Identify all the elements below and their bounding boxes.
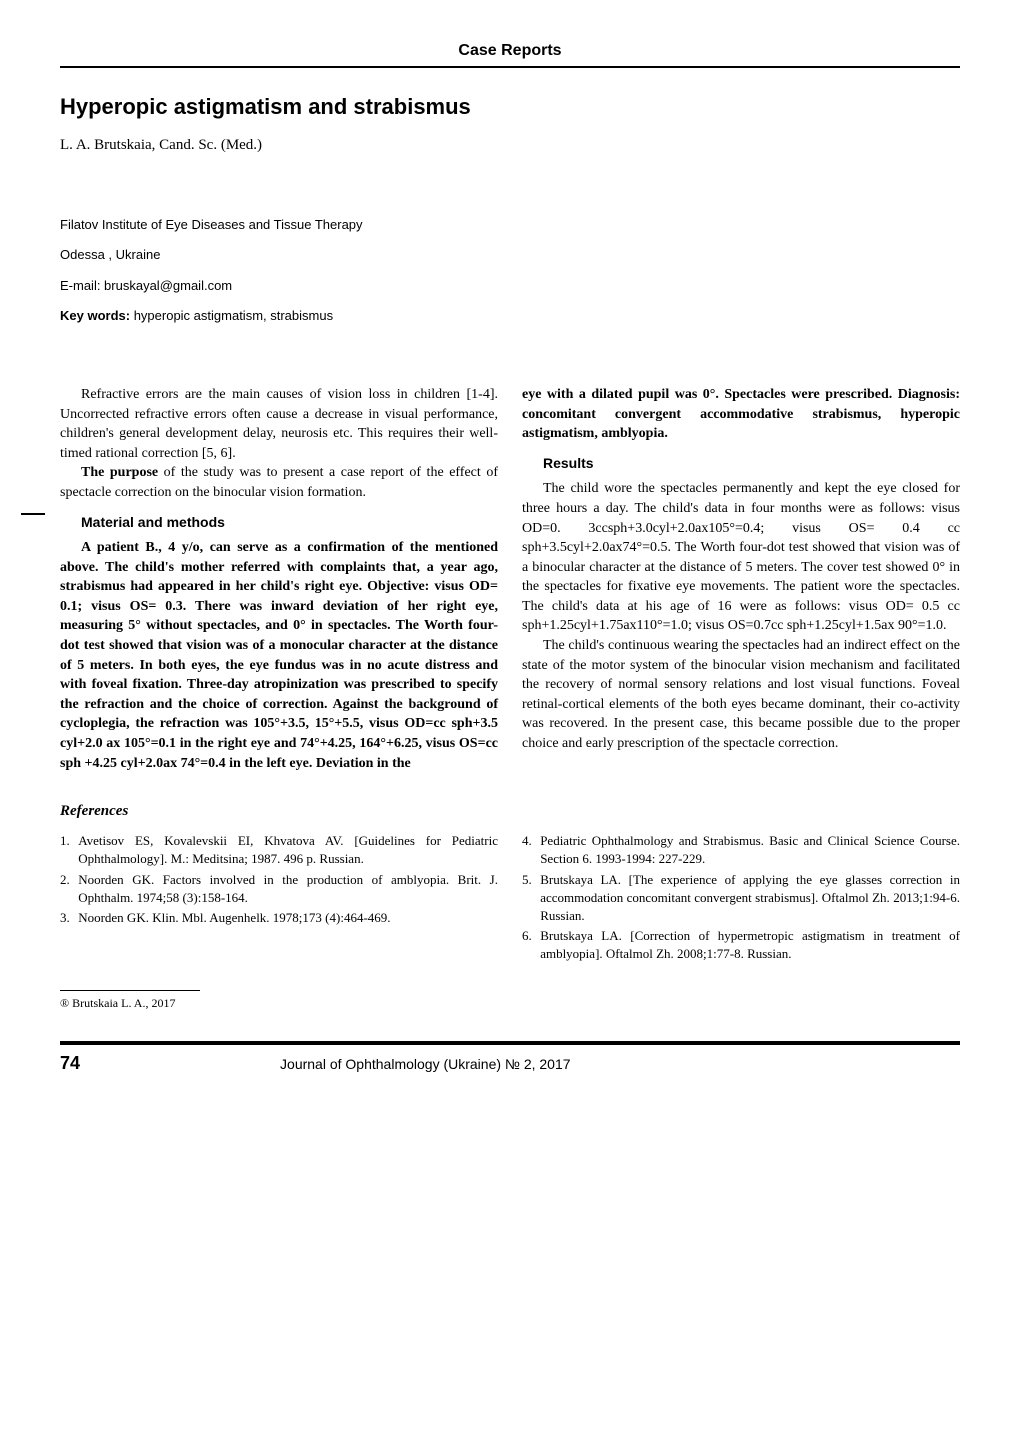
author: L. A. Brutskaia, Cand. Sc. (Med.) [60, 135, 960, 156]
references-list-left: Avetisov ES, Kovalevskii EI, Khvatova AV… [60, 832, 498, 927]
results-heading: Results [543, 454, 960, 474]
ref-item: Avetisov ES, Kovalevskii EI, Khvatova AV… [60, 832, 498, 868]
intro-p1: Refractive errors are the main causes of… [60, 385, 498, 463]
page-footer: 74 Journal of Ophthalmology (Ukraine) № … [60, 1041, 960, 1076]
keywords-text: hyperopic astigmatism, strabismus [130, 308, 333, 323]
ref-item: Brutskaya LA. [Correction of hypermetrop… [522, 927, 960, 963]
materials-p: A patient B., 4 y/o, can serve as a conf… [60, 538, 498, 773]
affiliation-institute: Filatov Institute of Eye Diseases and Ti… [60, 216, 960, 234]
page-number: 74 [60, 1051, 80, 1076]
ref-item: Pediatric Ophthalmology and Strabismus. … [522, 832, 960, 868]
references-heading: References [60, 801, 960, 822]
article-title: Hyperopic astigmatism and strabismus [60, 92, 960, 123]
results-p1: The child wore the spectacles permanentl… [522, 479, 960, 636]
affiliation-city: Odessa , Ukraine [60, 246, 960, 264]
ref-item: Brutskaya LA. [The experience of applyin… [522, 871, 960, 926]
footer-rule [60, 990, 200, 991]
references-list-right: Pediatric Ophthalmology and Strabismus. … [522, 832, 960, 963]
copyright: ® Brutskaia L. A., 2017 [60, 995, 960, 1012]
purpose-label: The purpose [81, 465, 158, 480]
keywords-label: Key words: [60, 308, 130, 323]
results-p2: The child's continuous wearing the spect… [522, 636, 960, 754]
email: E-mail: bruskayal@gmail.com [60, 277, 960, 295]
ref-item: Noorden GK. Factors involved in the prod… [60, 871, 498, 907]
section-label: Case Reports [60, 40, 960, 68]
right-top-p: eye with a dilated pupil was 0°. Spectac… [522, 385, 960, 444]
intro-p2: The purpose of the study was to present … [60, 463, 498, 502]
keywords: Key words: hyperopic astigmatism, strabi… [60, 307, 960, 325]
materials-heading: Material and methods [81, 513, 498, 533]
journal-name: Journal of Ophthalmology (Ukraine) № 2, … [280, 1055, 571, 1075]
ref-item: Noorden GK. Klin. Mbl. Augenhelk. 1978;1… [60, 909, 498, 927]
